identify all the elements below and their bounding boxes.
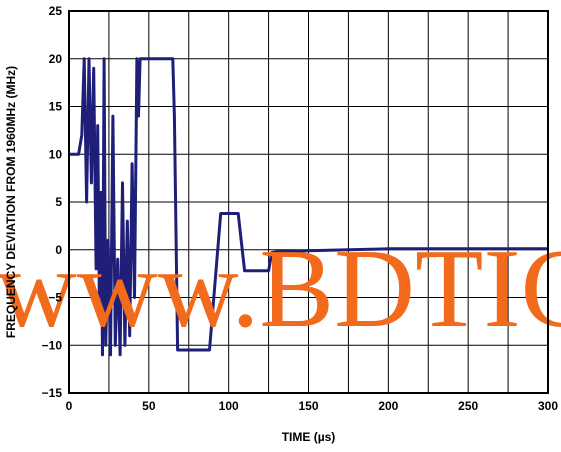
x-tick-label: 100: [219, 399, 239, 413]
y-tick-label: −15: [42, 386, 63, 400]
x-tick-label: 150: [298, 399, 318, 413]
x-tick-labels: 0 50 100 150 200 250 300: [66, 399, 559, 413]
y-tick-label: 25: [49, 4, 63, 18]
y-axis-label: FREQUENCY DEVIATION FROM 1960MHz (MHz): [4, 66, 18, 338]
x-axis-label: TIME (µs): [282, 430, 336, 444]
x-tick-label: 50: [142, 399, 156, 413]
y-tick-label: 10: [49, 147, 63, 161]
y-tick-label: −10: [42, 338, 63, 352]
y-tick-label: 0: [55, 243, 62, 257]
x-tick-label: 300: [538, 399, 558, 413]
x-tick-label: 200: [378, 399, 398, 413]
x-tick-label: 250: [458, 399, 478, 413]
y-tick-labels: −15 −10 −5 0 5 10 15 20 25: [42, 4, 63, 400]
y-tick-label: −5: [48, 291, 62, 305]
y-tick-label: 20: [49, 52, 63, 66]
y-tick-label: 15: [49, 100, 63, 114]
x-tick-label: 0: [66, 399, 73, 413]
y-tick-label: 5: [55, 195, 62, 209]
watermark: www.BDTIC: [0, 227, 561, 351]
